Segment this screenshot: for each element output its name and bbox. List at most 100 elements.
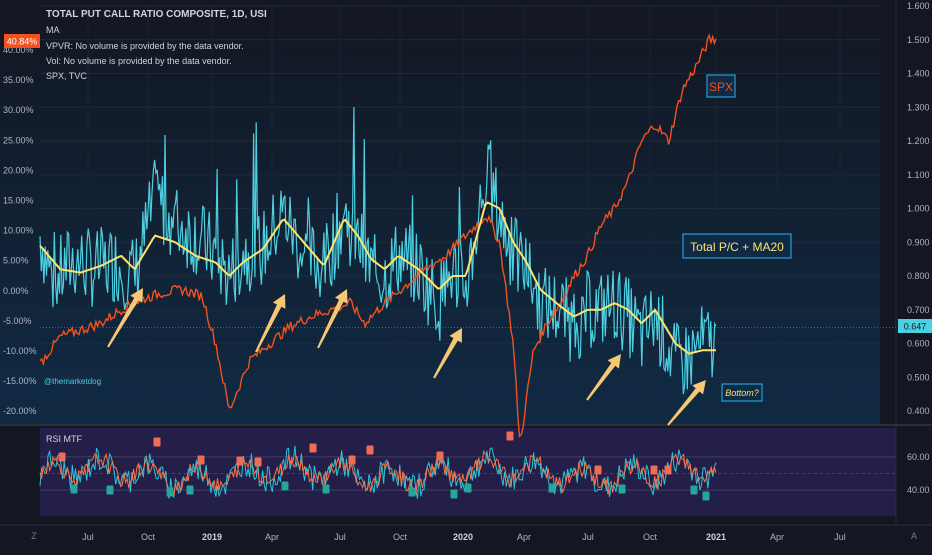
left-tick-label: -20.00% — [3, 406, 37, 416]
x-tick-label: 2019 — [202, 532, 222, 542]
right-tick-label: 0.600 — [907, 339, 930, 349]
chart-title: TOTAL PUT CALL RATIO COMPOSITE, 1D, USI — [46, 9, 267, 20]
rsi-signal-marker — [408, 487, 416, 497]
rsi-signal-marker — [650, 465, 658, 475]
rsi-title: RSI MTF — [46, 434, 82, 444]
rsi-line-slow — [39, 449, 717, 497]
rsi-signal-marker — [506, 431, 514, 441]
main-pane — [0, 0, 880, 425]
annotation-arrow — [586, 354, 621, 401]
study-ma: MA — [46, 25, 60, 35]
spx-label: SPX — [709, 80, 733, 94]
rsi-signal-marker — [166, 487, 174, 497]
left-tick-label: -10.00% — [3, 346, 37, 356]
rsi-signal-marker — [702, 491, 710, 501]
x-tick-label: Jul — [834, 532, 846, 542]
left-tick-label: -5.00% — [3, 316, 32, 326]
rsi-signal-marker — [70, 484, 78, 494]
right-tick-label: 0.800 — [907, 271, 930, 281]
right-tick-label: 0.400 — [907, 406, 930, 416]
rsi-signal-marker — [236, 456, 244, 466]
rsi-signal-marker — [690, 485, 698, 495]
left-tick-label: 30.00% — [3, 105, 34, 115]
rsi-signal-marker — [594, 465, 602, 475]
study-spx: SPX, TVC — [46, 71, 87, 81]
left-tick-label: 15.00% — [3, 196, 34, 206]
annotation-arrow — [255, 294, 286, 353]
price-badge-label: 0.647 — [904, 322, 927, 332]
rsi-line-fast — [39, 445, 717, 499]
left-tick-label: 25.00% — [3, 135, 34, 145]
right-tick-label: 0.500 — [907, 372, 930, 382]
arrows-group — [107, 288, 706, 426]
series-group — [39, 33, 717, 438]
ma20-series-line — [39, 201, 716, 355]
right-tick-label: 0.700 — [907, 305, 930, 315]
bottom-label-box — [721, 383, 763, 402]
x-tick-label: Jul — [334, 532, 346, 542]
left-tick-label: 20.00% — [3, 165, 34, 175]
rsi-signal-marker — [450, 489, 458, 499]
right-tick-label: 1.100 — [907, 170, 930, 180]
rsi-signal-marker — [664, 465, 672, 475]
annotation-arrow — [107, 288, 143, 348]
rsi-signal-marker — [254, 457, 262, 467]
rsi-signal-marker — [348, 455, 356, 465]
left-tick-label: -15.00% — [3, 376, 37, 386]
watermark: @themarketdog — [44, 377, 101, 386]
left-tick-label: 10.00% — [3, 226, 34, 236]
x-tick-label: Oct — [643, 532, 658, 542]
rsi-signal-marker — [436, 451, 444, 461]
rsi-signal-marker — [548, 483, 556, 493]
pc-label: Total P/C + MA20 — [690, 240, 784, 254]
rsi-signal-marker — [281, 481, 289, 491]
right-tick-label: 1.500 — [907, 35, 930, 45]
price-badge — [898, 319, 932, 333]
x-tick-label: Oct — [141, 532, 156, 542]
x-tick-label: Apr — [517, 532, 531, 542]
spx-label-box — [706, 74, 736, 98]
rsi-tick-label: 60.00 — [907, 452, 930, 462]
rsi-signal-marker — [464, 483, 472, 493]
rsi-group: 60.00 40.00 — [39, 431, 930, 501]
auto-scale-button[interactable]: A — [911, 531, 917, 541]
rsi-signal-marker — [186, 485, 194, 495]
right-tick-label: 0.900 — [907, 237, 930, 247]
study-vol: Vol: No volume is provided by the data v… — [46, 56, 232, 66]
right-tick-label: 1.300 — [907, 102, 930, 112]
x-tick-label: Jul — [82, 532, 94, 542]
annotation-arrow — [433, 328, 462, 379]
x-tick-label: 2020 — [453, 532, 473, 542]
pc-label-box — [682, 233, 792, 259]
x-tick-label: 2021 — [706, 532, 726, 542]
rsi-signal-marker — [106, 485, 114, 495]
x-tick-label: Apr — [770, 532, 784, 542]
left-tick-label: 35.00% — [3, 75, 34, 85]
pct-badge — [4, 34, 40, 48]
rsi-signal-marker — [197, 455, 205, 465]
spx-series-line — [39, 33, 717, 438]
x-tick-label: Jul — [582, 532, 594, 542]
pc-series-line — [39, 107, 717, 395]
bottom-label: Bottom? — [725, 388, 759, 398]
left-tick-label: 0.00% — [3, 286, 29, 296]
left-tick-label: 40.00% — [3, 45, 34, 55]
pct-badge-label: 40.84% — [7, 37, 38, 47]
x-tick-label: Oct — [393, 532, 408, 542]
right-tick-label: 1.400 — [907, 69, 930, 79]
rsi-signal-marker — [309, 443, 317, 453]
zoom-left-button[interactable]: Z — [31, 531, 37, 541]
annotation-arrow — [667, 380, 706, 426]
rsi-signal-marker — [153, 437, 161, 447]
right-tick-label: 1.200 — [907, 136, 930, 146]
rsi-signal-marker — [322, 484, 330, 494]
rsi-signal-marker — [366, 445, 374, 455]
rsi-tick-label: 40.00 — [907, 485, 930, 495]
annotation-arrow — [317, 289, 348, 349]
study-vpvr: VPVR: No volume is provided by the data … — [46, 41, 244, 51]
rsi-signal-marker — [618, 484, 626, 494]
right-tick-label: 1.000 — [907, 204, 930, 214]
axes-group: 1.600 1.500 1.400 1.300 1.200 1.100 1.000 0.900… — [3, 1, 930, 542]
